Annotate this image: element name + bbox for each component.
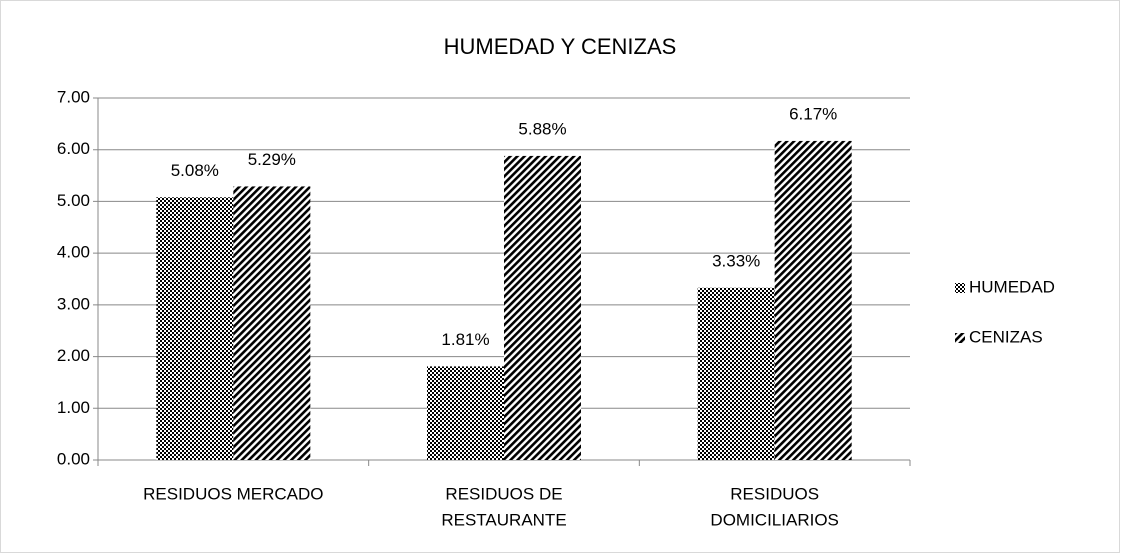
y-tick-label: 6.00 — [57, 139, 90, 158]
data-label: 5.29% — [248, 150, 296, 169]
y-tick-label: 1.00 — [57, 398, 90, 417]
legend-label: HUMEDAD — [969, 277, 1055, 296]
y-tick-label: 3.00 — [57, 294, 90, 313]
bar — [427, 366, 504, 460]
y-tick-label: 4.00 — [57, 243, 90, 262]
legend-swatch — [955, 283, 965, 293]
data-label: 5.08% — [171, 161, 219, 180]
data-label: 1.81% — [441, 330, 489, 349]
data-label: 6.17% — [789, 104, 837, 123]
bar — [504, 155, 581, 461]
bar — [233, 186, 311, 460]
bar — [156, 197, 234, 460]
bar — [697, 287, 775, 460]
x-tick-label: DOMICILIARIOS — [710, 510, 838, 529]
bar — [774, 140, 852, 460]
y-tick-label: 5.00 — [57, 191, 90, 210]
chart-title: HUMEDAD Y CENIZAS — [444, 34, 677, 59]
x-tick-label: RESTAURANTE — [441, 510, 566, 529]
x-tick-label: RESIDUOS — [730, 484, 819, 503]
x-tick-label: RESIDUOS MERCADO — [143, 484, 323, 503]
data-label: 5.88% — [518, 119, 566, 138]
legend-swatch — [955, 333, 965, 343]
y-tick-label: 2.00 — [57, 346, 90, 365]
legend-label: CENIZAS — [969, 327, 1043, 346]
y-tick-label: 0.00 — [57, 449, 90, 468]
x-tick-label: RESIDUOS DE — [445, 484, 562, 503]
data-label: 3.33% — [712, 251, 760, 270]
y-tick-label: 7.00 — [57, 87, 90, 106]
